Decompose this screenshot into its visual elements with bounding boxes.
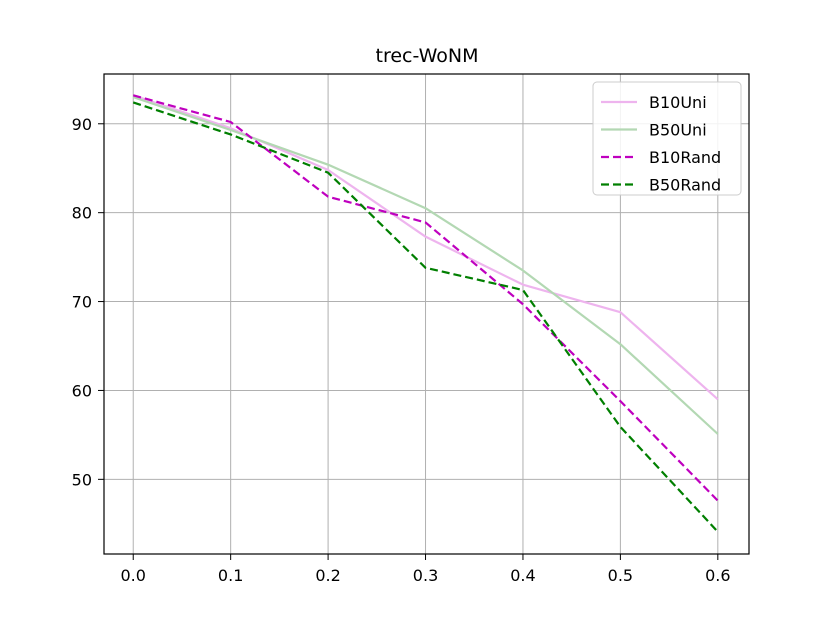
x-tick-label: 0.5: [608, 566, 633, 585]
series-lines: [132, 94, 719, 533]
y-tick-label: 60: [72, 381, 92, 400]
legend: B10Uni B50Uni B10Rand B50Rand: [592, 81, 742, 196]
legend-label: B50Rand: [649, 176, 721, 195]
series-line-b50uni: [132, 96, 719, 435]
y-tick-label: 70: [72, 293, 92, 312]
x-tick-label: 0.0: [121, 566, 146, 585]
x-tick-label: 0.3: [413, 566, 438, 585]
plot-frame: [103, 73, 750, 555]
y-tick-label: 50: [72, 470, 92, 489]
grid-lines: [104, 74, 749, 554]
x-tick-label: 0.2: [315, 566, 340, 585]
y-tick-label: 90: [72, 115, 92, 134]
axes: 0.0 0.1 0.2 0.3 0.4 0.5 0.6 50 60 70 80 90: [72, 115, 731, 585]
x-tick-label: 0.1: [218, 566, 243, 585]
series-line-b50rand: [132, 101, 719, 533]
y-tick-label: 80: [72, 204, 92, 223]
series-line-b10rand: [132, 94, 719, 502]
legend-label: B10Rand: [649, 148, 721, 167]
legend-box: [592, 81, 742, 196]
legend-label: B10Uni: [649, 93, 707, 112]
x-tick-label: 0.6: [705, 566, 730, 585]
chart-title: trec-WoNM: [376, 45, 479, 67]
series-line-b10uni: [132, 94, 719, 401]
legend-label: B50Uni: [649, 121, 707, 140]
x-tick-label: 0.4: [510, 566, 535, 585]
